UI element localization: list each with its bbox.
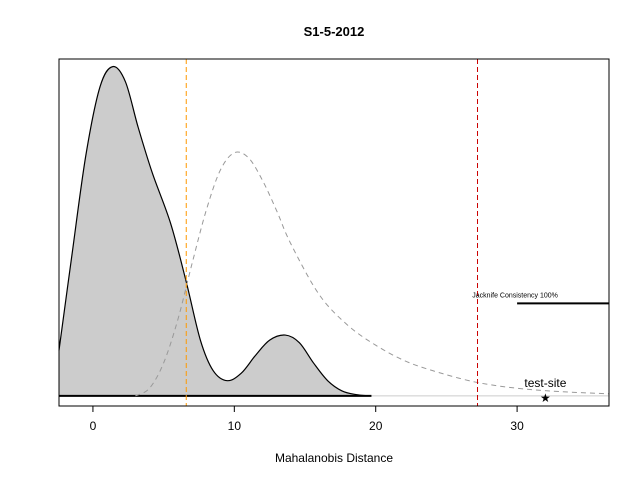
x-tick-label: 30 [510,419,524,433]
density-area-fill [59,66,371,396]
plot-area: Jacknife Consistency 100% test-site★ [58,59,610,406]
test-site-marker: ★ [540,391,551,405]
x-axis-label: Mahalanobis Distance [275,451,393,465]
density-curve [58,65,371,397]
x-tick-label: 20 [369,419,383,433]
jackknife-consistency-label: Jacknife Consistency 100% [472,292,558,299]
x-tick-label: 10 [228,419,242,433]
x-axis: 0 10 20 30 [90,406,524,433]
test-site-label: test-site [524,376,566,390]
x-tick-label: 0 [90,419,97,433]
reference-density-curve [135,151,610,397]
plot-frame [58,58,610,407]
chart-title: S1-5-2012 [304,24,365,39]
